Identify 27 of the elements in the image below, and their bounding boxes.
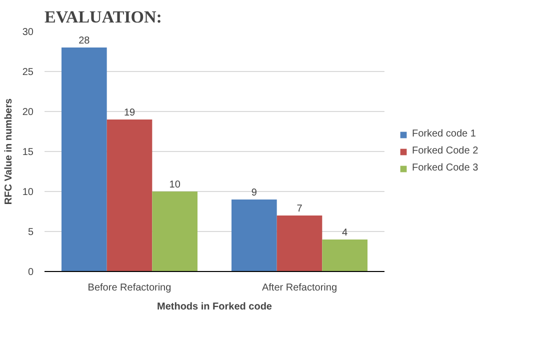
bar: [322, 240, 368, 272]
bar: [152, 192, 198, 272]
y-tick-label: 20: [22, 107, 34, 118]
y-tick-label: 25: [22, 67, 34, 78]
legend-label: Forked Code 2: [412, 146, 478, 156]
x-tick-label: After Refactoring: [262, 282, 338, 294]
data-label: 7: [296, 204, 303, 214]
y-tick-label: 5: [28, 227, 34, 238]
data-label: 10: [169, 180, 181, 190]
bar: [232, 200, 277, 272]
chart-title: EVALUATION:: [44, 8, 162, 26]
data-label: 9: [251, 188, 258, 198]
bar: [106, 120, 152, 272]
data-label: 28: [78, 36, 90, 46]
data-label: 4: [342, 228, 348, 238]
x-tick-label: Before Refactoring: [88, 282, 172, 294]
x-axis-title: Methods in Forked code: [156, 302, 272, 312]
y-tick-label: 15: [22, 147, 34, 158]
data-label: 19: [124, 108, 136, 118]
legend-label: Forked code 1: [412, 128, 476, 140]
y-tick-label: 10: [22, 187, 34, 198]
legend-label: Forked Code 3: [412, 162, 478, 174]
y-axis-title: RFC Value in numbers: [3, 98, 14, 205]
y-tick-label: 0: [28, 267, 34, 278]
bar: [276, 216, 322, 272]
y-tick-label: 30: [22, 27, 34, 38]
bar: [62, 48, 107, 272]
